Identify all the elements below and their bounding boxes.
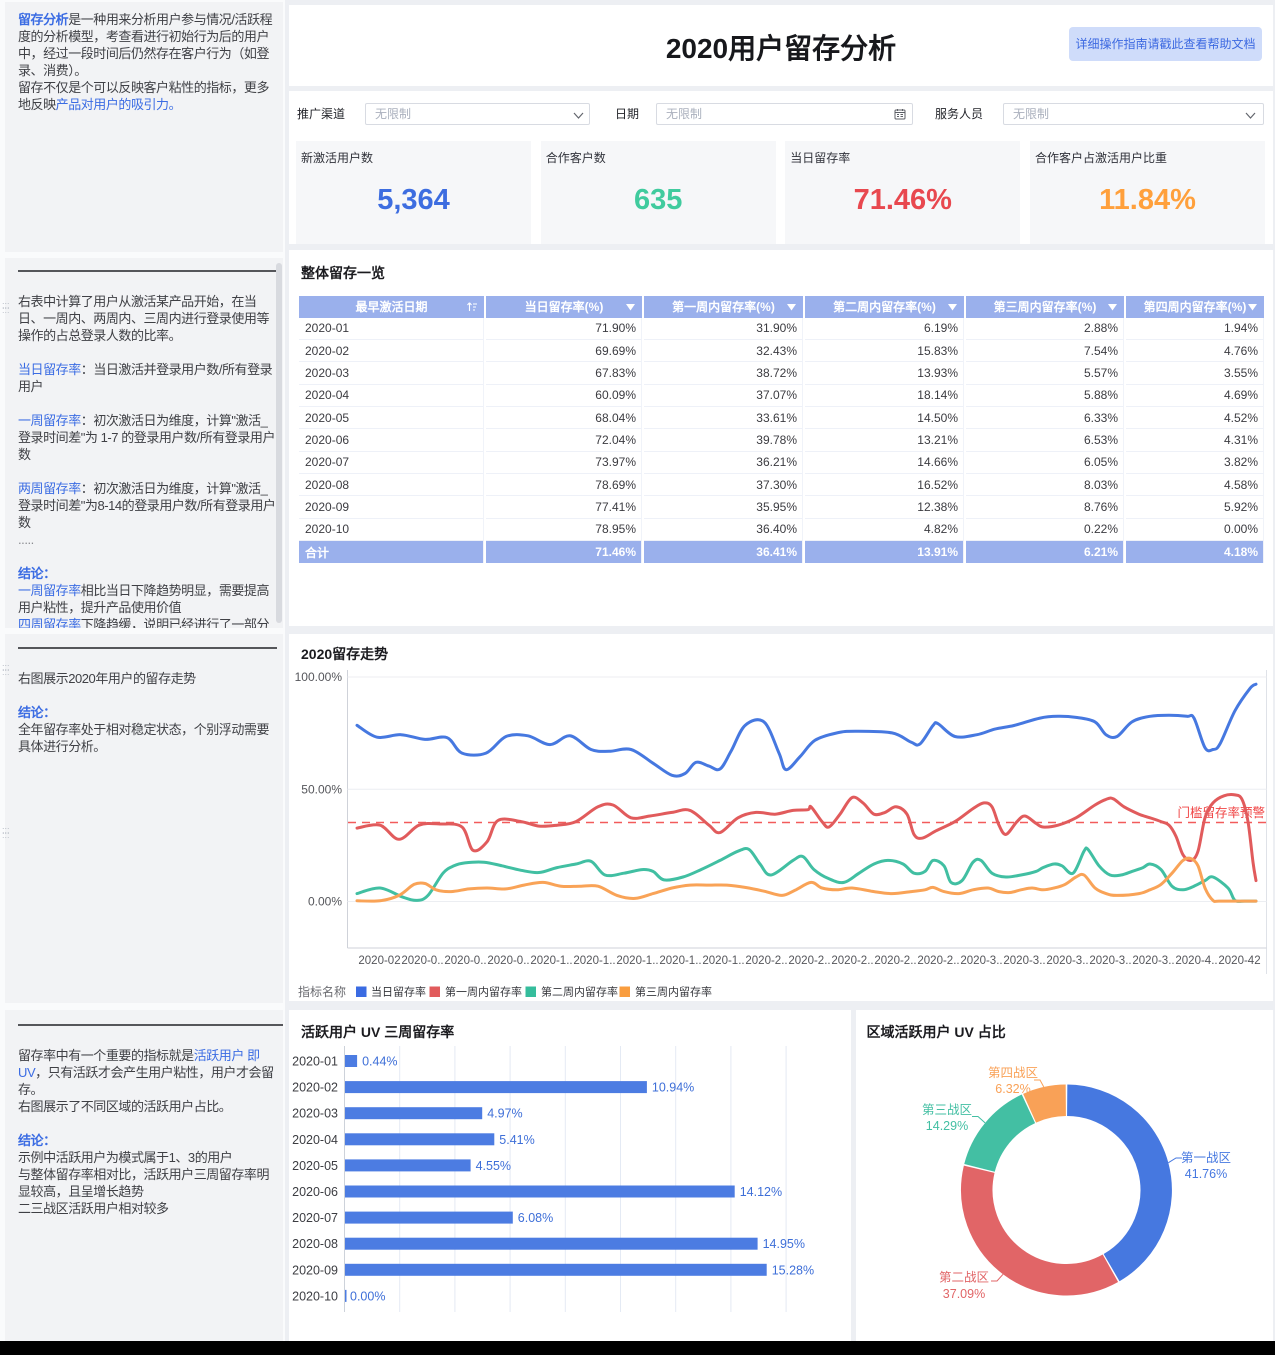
svg-text:2020-42: 2020-42 [1218, 955, 1260, 967]
svg-text:2020-2..: 2020-2.. [788, 955, 830, 967]
svg-text:2020-03: 2020-03 [292, 1106, 338, 1120]
svg-text:2020-0..: 2020-0.. [487, 955, 529, 967]
svg-text:当日留存率: 当日留存率 [371, 985, 426, 999]
svg-text:2020-3..: 2020-3.. [960, 955, 1002, 967]
svg-text:2020-02: 2020-02 [358, 955, 400, 967]
svg-text:100.00%: 100.00% [295, 670, 343, 684]
svg-text:第一战区: 第一战区 [1180, 1151, 1230, 1165]
svg-text:2020-08: 2020-08 [292, 1237, 338, 1251]
svg-text:0.00%: 0.00% [350, 1289, 385, 1303]
svg-text:第一周内留存率: 第一周内留存率 [445, 985, 522, 999]
svg-text:14.95%: 14.95% [763, 1237, 805, 1251]
svg-text:2020-0..: 2020-0.. [401, 955, 443, 967]
svg-text:5.41%: 5.41% [499, 1132, 534, 1146]
svg-text:2020-1..: 2020-1.. [616, 955, 658, 967]
svg-text:2020-09: 2020-09 [292, 1263, 338, 1277]
svg-text:0.00%: 0.00% [308, 895, 342, 909]
svg-text:第三战区: 第三战区 [921, 1103, 971, 1117]
svg-text:2020-02: 2020-02 [292, 1080, 338, 1094]
svg-text:2020-2..: 2020-2.. [745, 955, 787, 967]
svg-text:2020-1..: 2020-1.. [702, 955, 744, 967]
svg-text:2020-0..: 2020-0.. [444, 955, 486, 967]
svg-text:14.29%: 14.29% [925, 1119, 967, 1133]
svg-text:2020-2..: 2020-2.. [917, 955, 959, 967]
svg-text:2020-05: 2020-05 [292, 1158, 338, 1172]
svg-text:第二周内留存率: 第二周内留存率 [541, 985, 618, 999]
svg-text:2020-2..: 2020-2.. [874, 955, 916, 967]
svg-text:14.12%: 14.12% [740, 1185, 782, 1199]
svg-text:2020-10: 2020-10 [292, 1289, 338, 1303]
svg-text:41.76%: 41.76% [1184, 1167, 1226, 1181]
svg-text:50.00%: 50.00% [301, 782, 342, 796]
svg-text:10.94%: 10.94% [652, 1080, 694, 1094]
svg-text:2020-01: 2020-01 [292, 1054, 338, 1068]
svg-text:0.44%: 0.44% [362, 1054, 397, 1068]
svg-text:第二战区: 第二战区 [938, 1270, 988, 1284]
svg-text:2020-07: 2020-07 [292, 1211, 338, 1225]
svg-text:2020-1..: 2020-1.. [530, 955, 572, 967]
svg-text:2020-1..: 2020-1.. [659, 955, 701, 967]
svg-text:6.32%: 6.32% [995, 1082, 1030, 1096]
svg-text:第三周内留存率: 第三周内留存率 [635, 985, 712, 999]
svg-text:2020-04: 2020-04 [292, 1132, 338, 1146]
svg-text:4.55%: 4.55% [476, 1158, 511, 1172]
svg-text:2020-3..: 2020-3.. [1132, 955, 1174, 967]
svg-text:2020-3..: 2020-3.. [1046, 955, 1088, 967]
svg-text:2020-4..: 2020-4.. [1175, 955, 1217, 967]
svg-text:37.09%: 37.09% [942, 1287, 984, 1301]
svg-text:15.28%: 15.28% [772, 1263, 814, 1277]
svg-text:2020-2..: 2020-2.. [831, 955, 873, 967]
svg-text:2020-06: 2020-06 [292, 1185, 338, 1199]
svg-text:2020-3..: 2020-3.. [1003, 955, 1045, 967]
svg-text:指标名称: 指标名称 [298, 984, 346, 999]
svg-text:6.08%: 6.08% [518, 1211, 553, 1225]
svg-text:4.97%: 4.97% [487, 1106, 522, 1120]
svg-text:第四战区: 第四战区 [987, 1066, 1037, 1080]
svg-text:2020-3..: 2020-3.. [1089, 955, 1131, 967]
svg-text:门槛留存率预警: 门槛留存率预警 [1177, 805, 1265, 820]
svg-text:2020-1..: 2020-1.. [573, 955, 615, 967]
